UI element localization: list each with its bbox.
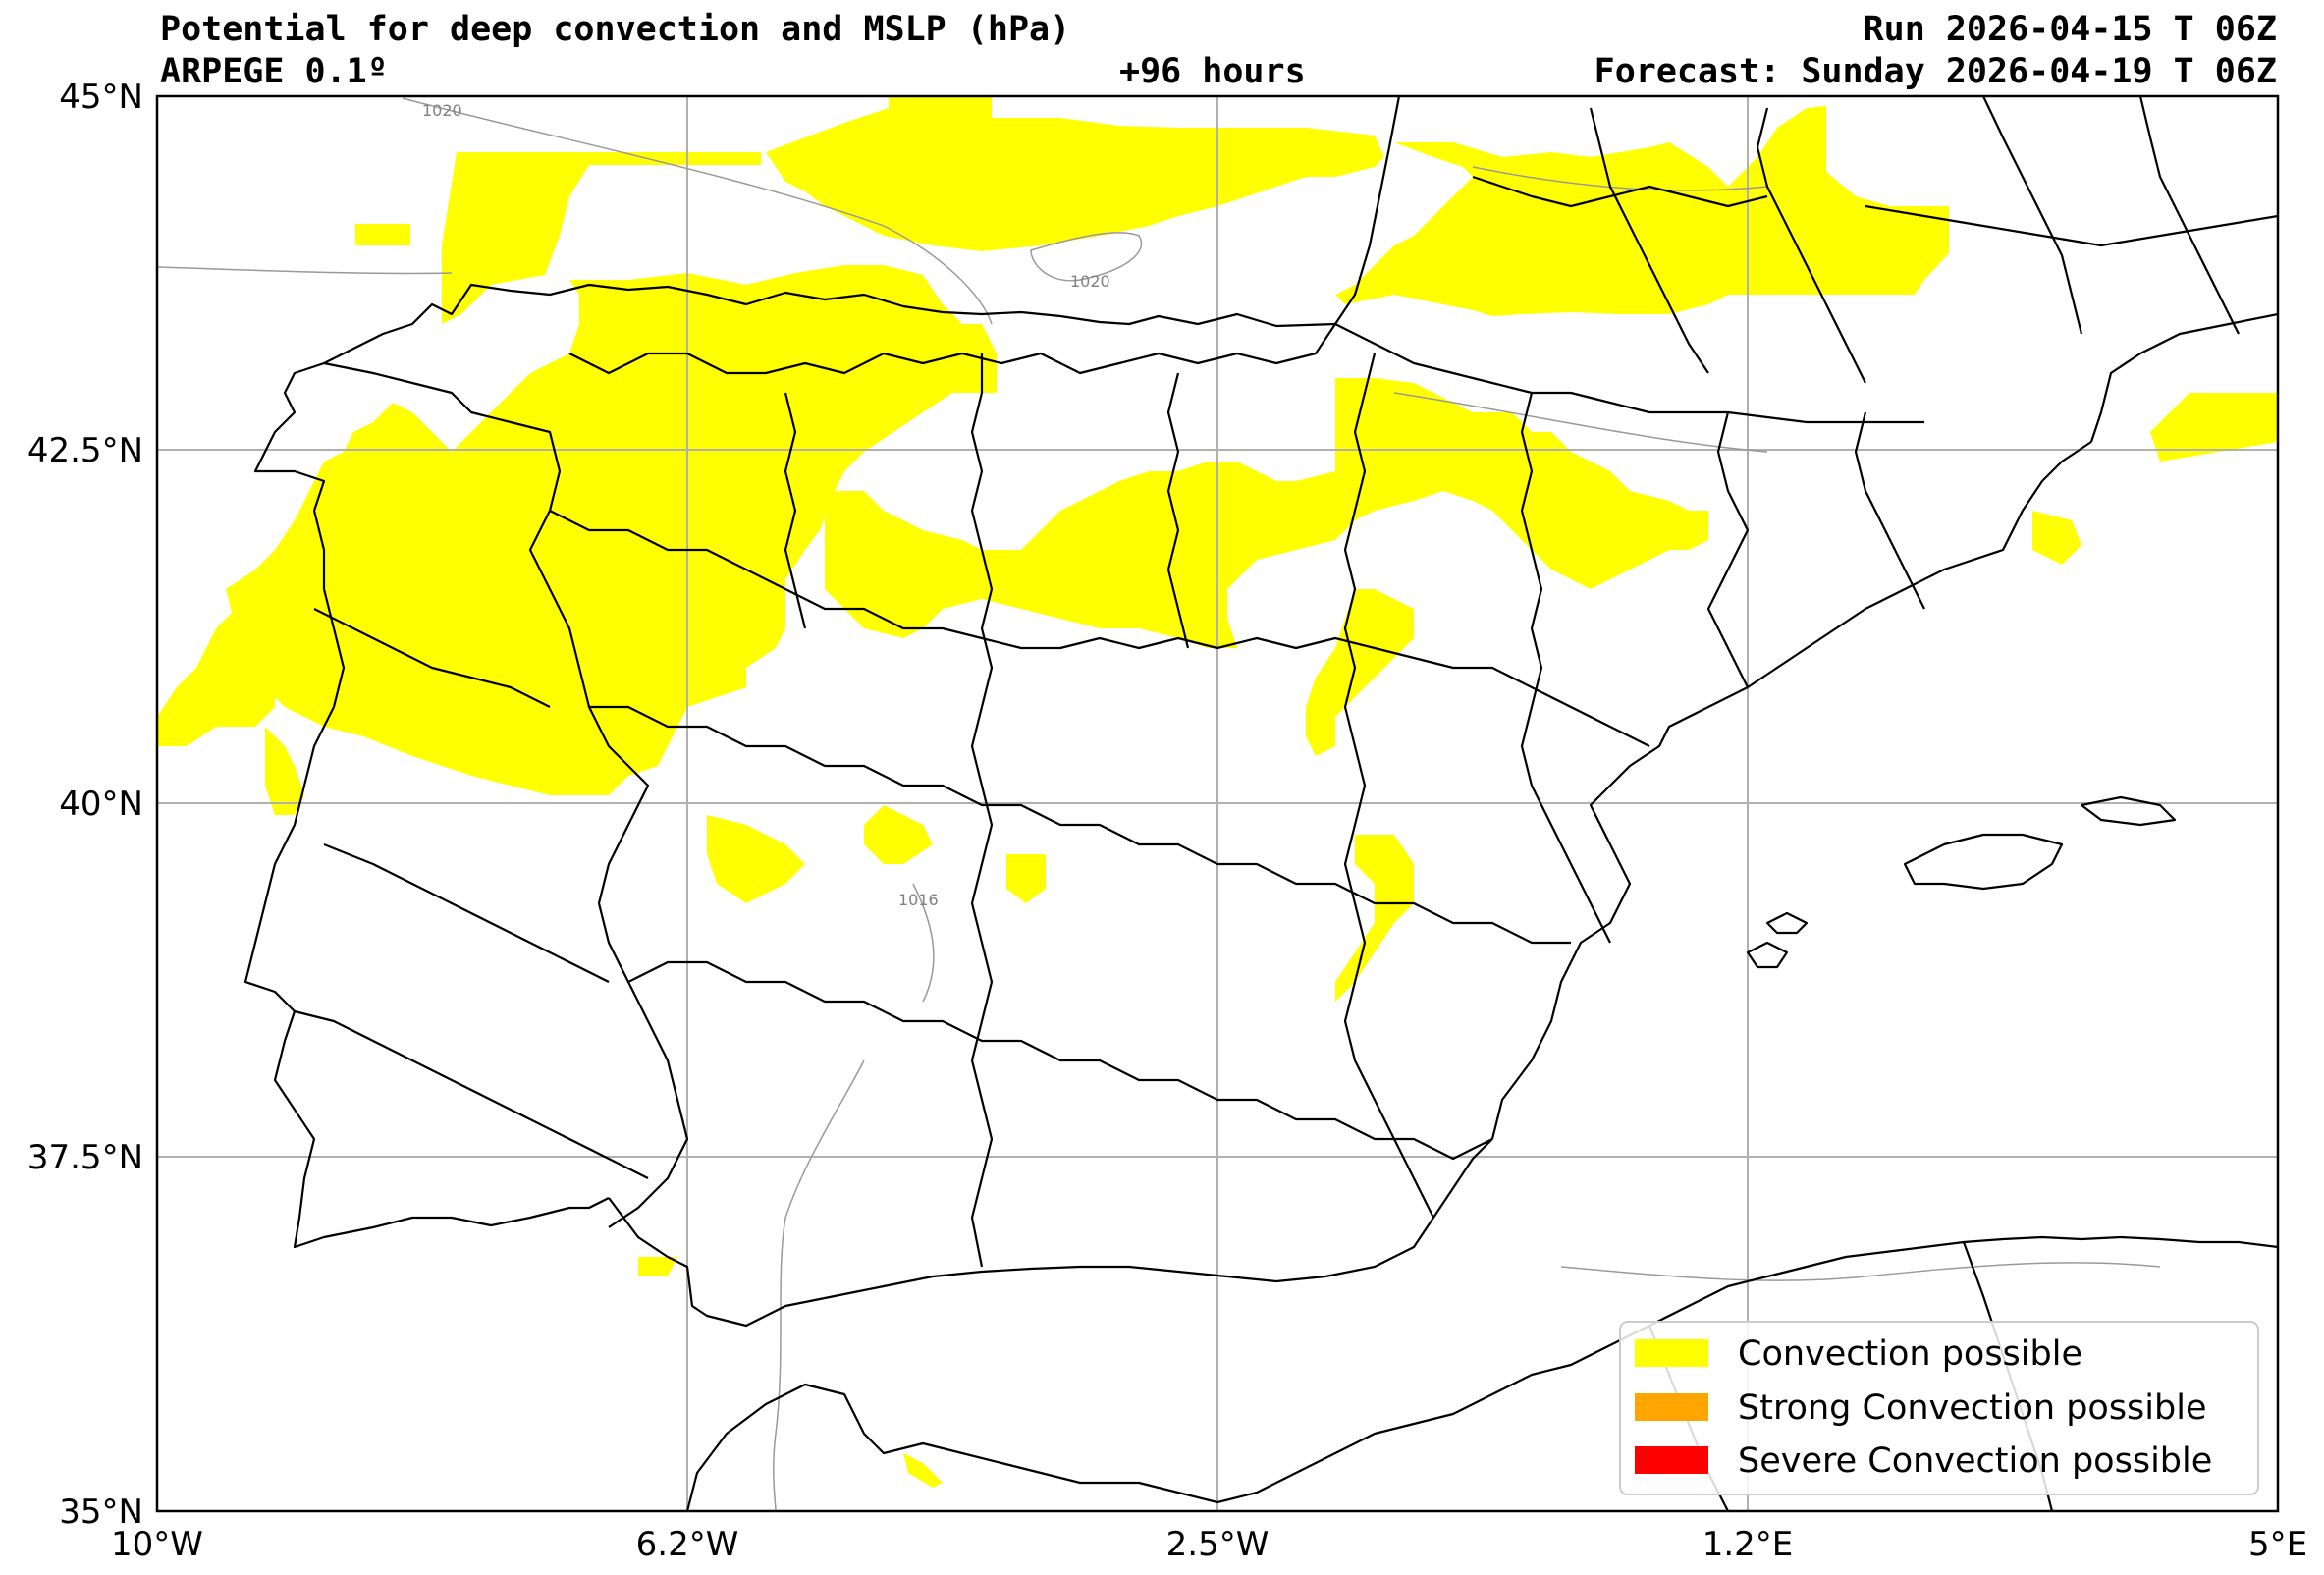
lat-tick-label: 37.5°N xyxy=(27,1138,143,1177)
isobar-label: 1016 xyxy=(898,891,939,909)
legend-label: Severe Convection possible xyxy=(1738,1441,2212,1481)
lat-tick-label: 35°N xyxy=(59,1493,143,1532)
legend: Convection possible Strong Convection po… xyxy=(1619,1321,2259,1495)
chart-title: Potential for deep convection and MSLP (… xyxy=(160,10,1071,49)
lon-tick-label: 1.2°E xyxy=(1702,1525,1794,1564)
lat-tick-labels: 45°N 42.5°N 40°N 37.5°N 35°N xyxy=(27,78,143,1532)
forecast-time: Forecast: Sunday 2026-04-19 T 06Z xyxy=(1594,52,2277,91)
legend-swatch-severe xyxy=(1635,1446,1708,1474)
lat-tick-label: 42.5°N xyxy=(27,431,143,470)
gridlines xyxy=(157,96,2278,1511)
lat-tick-label: 40°N xyxy=(59,785,143,824)
legend-label: Convection possible xyxy=(1738,1334,2082,1374)
model-label: ARPEGE 0.1º xyxy=(160,52,388,91)
lon-tick-label: 2.5°W xyxy=(1166,1525,1270,1564)
legend-label: Strong Convection possible xyxy=(1738,1388,2207,1428)
isobar-labels: 1020 1020 1016 xyxy=(422,101,1110,909)
lon-tick-labels: 10°W 6.2°W 2.5°W 1.2°E 5°E xyxy=(111,1525,2307,1564)
isobar-label: 1020 xyxy=(1070,272,1110,291)
legend-swatch-convection xyxy=(1635,1339,1708,1367)
legend-box xyxy=(1619,1321,2259,1495)
lon-tick-label: 6.2°W xyxy=(636,1525,739,1564)
run-time: Run 2026-04-15 T 06Z xyxy=(1863,10,2277,49)
isobars xyxy=(157,97,2161,1511)
lon-tick-label: 10°W xyxy=(111,1525,203,1564)
lead-time: +96 hours xyxy=(1119,52,1306,91)
isobar-label: 1020 xyxy=(422,101,462,120)
legend-swatch-strong xyxy=(1635,1393,1708,1421)
map-frame xyxy=(155,94,2280,1513)
lon-tick-label: 5°E xyxy=(2248,1525,2307,1564)
lat-tick-label: 45°N xyxy=(59,78,143,117)
